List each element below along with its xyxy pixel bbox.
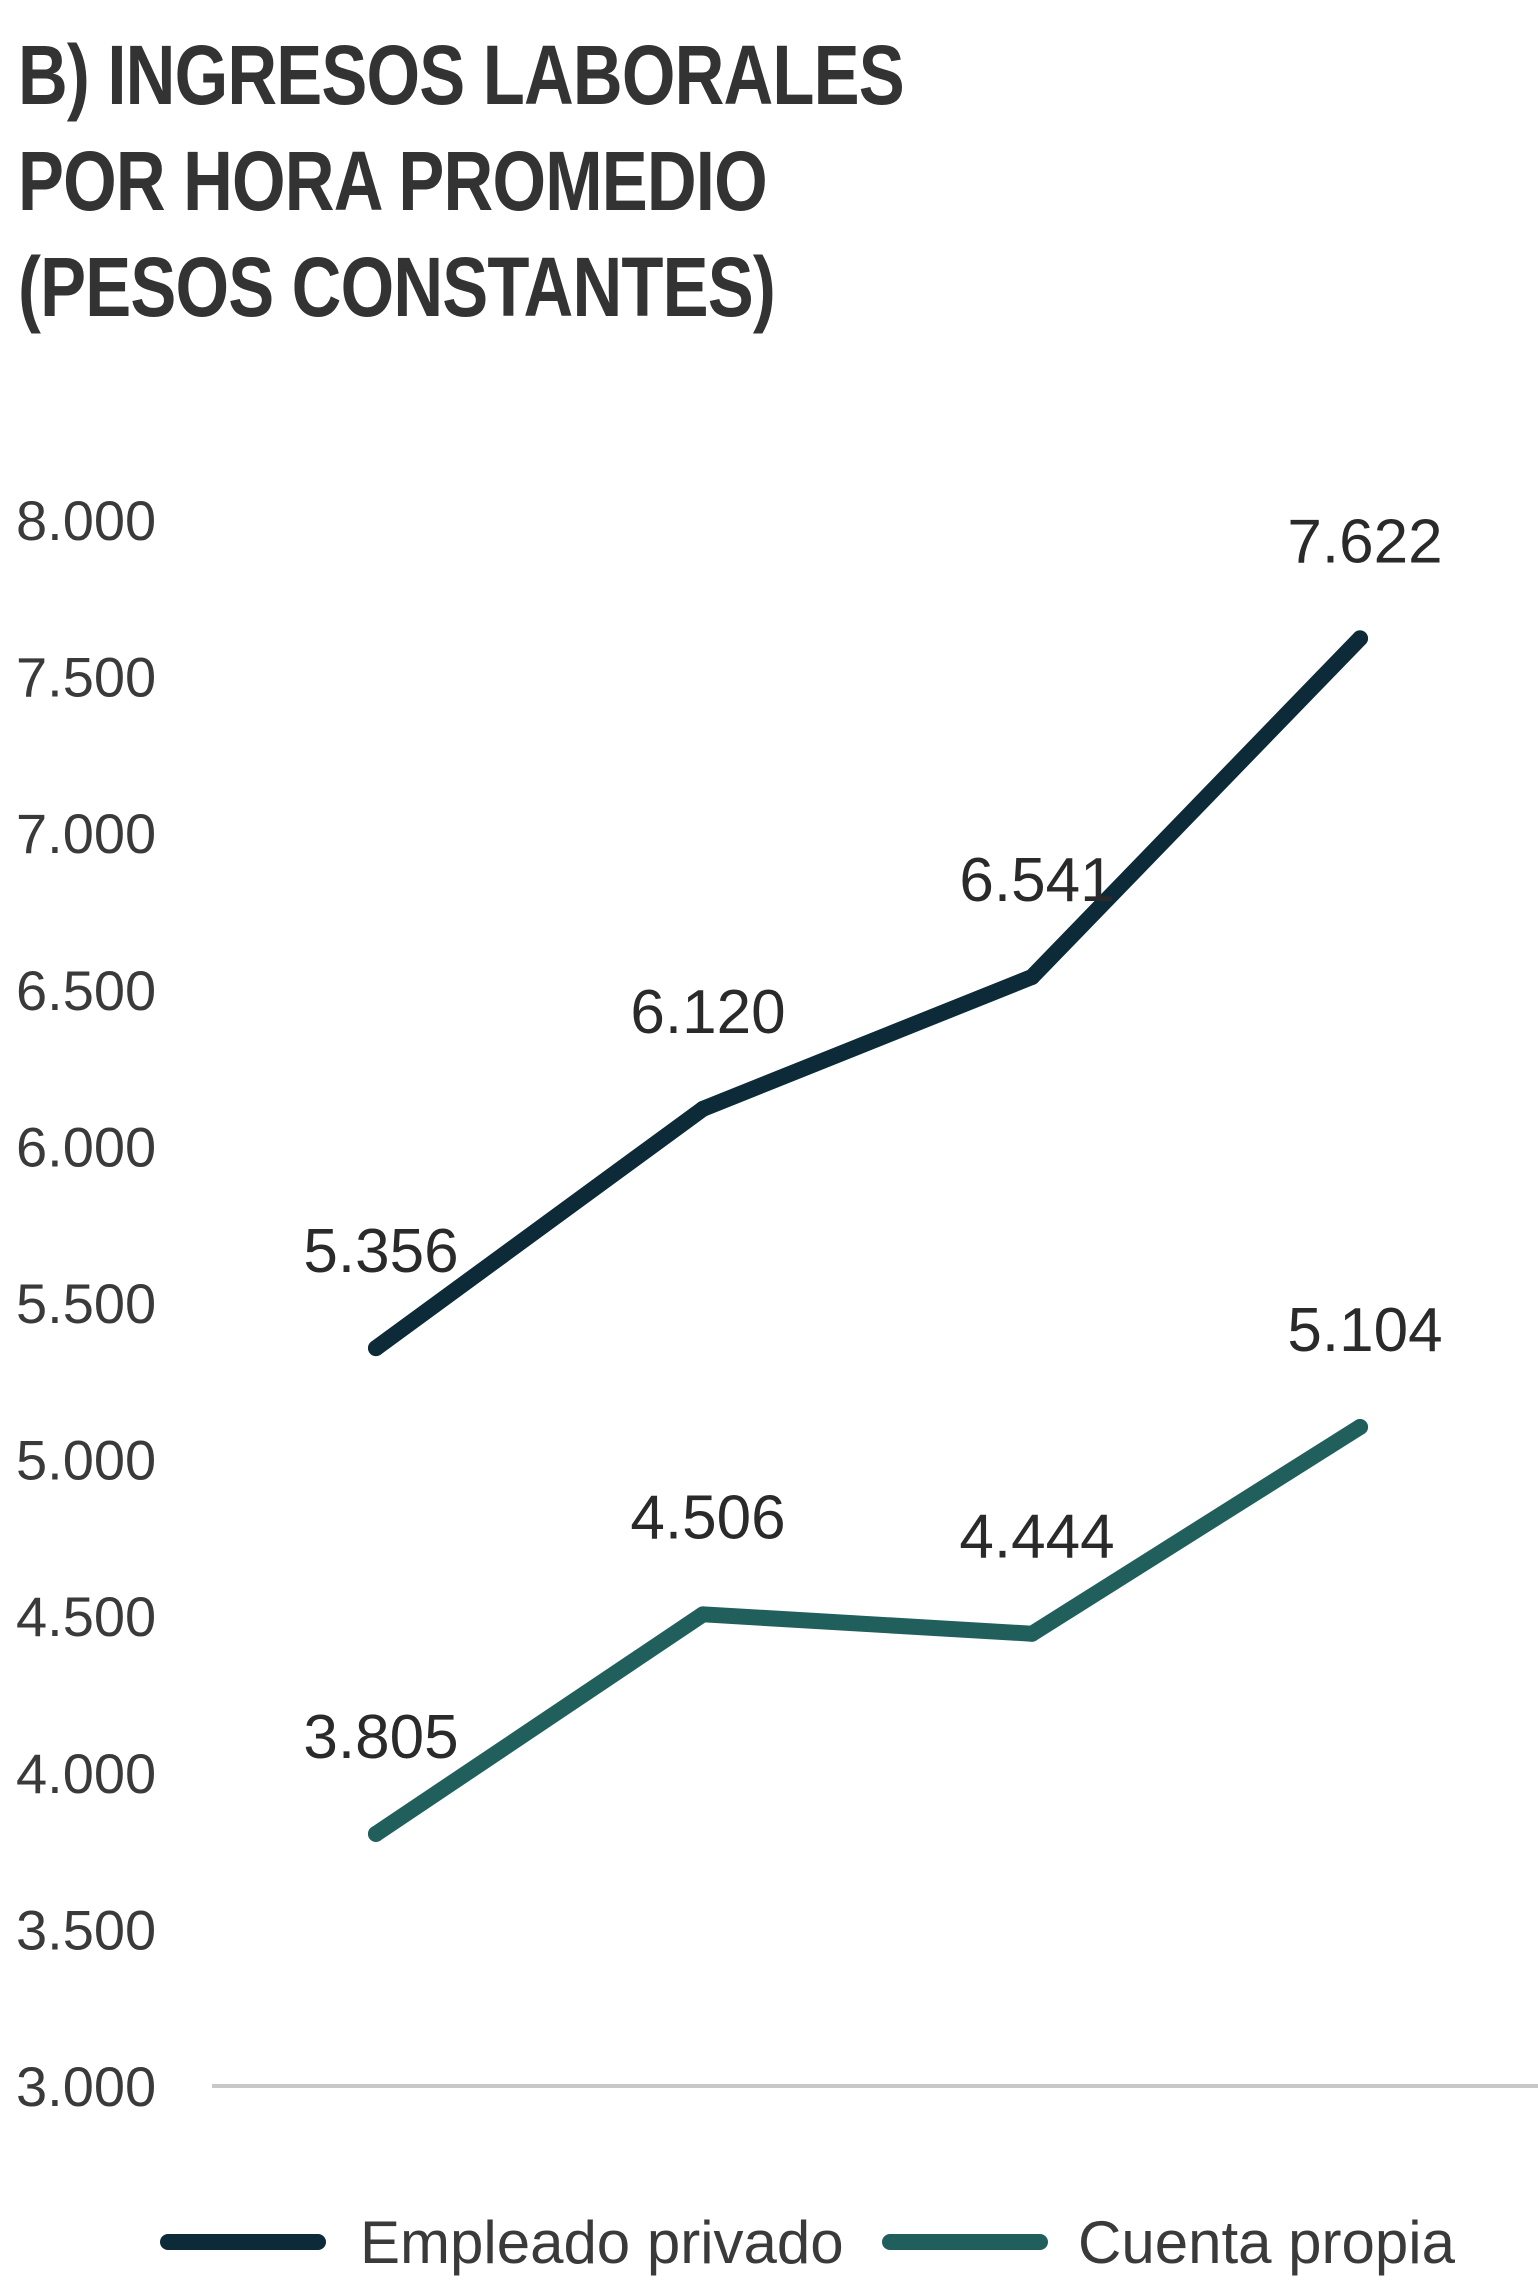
data-label: 6.541 [959,846,1114,915]
data-label: 4.444 [959,1503,1114,1572]
chart-title-line-1: B) INGRESOS LABORALES [18,28,905,122]
y-tick-label: 5.000 [16,1429,156,1492]
y-axis: 3.000 3.500 4.000 4.500 5.000 5.500 6.000 6.500… [16,489,156,2118]
y-tick-label: 4.000 [16,1742,156,1805]
data-point [1024,968,1040,985]
legend-label-2: Cuenta propia [1078,2209,1456,2276]
data-label: 6.120 [630,978,785,1047]
y-tick-label: 3.000 [16,2055,156,2118]
data-point [1352,1419,1368,1436]
y-tick-label: 5.500 [16,1272,156,1335]
series-line-2 [368,1419,1368,1842]
data-point [368,1825,384,1842]
y-tick-label: 6.500 [16,959,156,1022]
y-tick-label: 7.000 [16,802,156,865]
data-point [1352,630,1368,647]
y-tick-label: 6.000 [16,1115,156,1178]
data-label: 5.356 [303,1217,458,1286]
chart-title: B) INGRESOS LABORALES POR HORA PROMEDIO … [18,22,1166,340]
legend: Empleado privado Cuenta propia [160,2209,1456,2276]
data-labels: 5.356 6.120 6.541 7.622 3.805 4.506 4.444 5.104 [303,507,1442,1771]
series-line-1 [368,630,1368,1357]
y-tick-label: 8.000 [16,489,156,552]
legend-label-1: Empleado privado [360,2209,844,2276]
chart-title-line-3: (PESOS CONSTANTES) [18,240,776,334]
data-point [695,1100,711,1117]
chart-title-line-2: POR HORA PROMEDIO [18,134,768,228]
data-point [695,1606,711,1623]
data-label: 5.104 [1287,1296,1442,1365]
data-label: 7.622 [1287,507,1442,576]
data-label: 3.805 [303,1703,458,1772]
y-tick-label: 3.500 [16,1898,156,1961]
y-tick-label: 7.500 [16,646,156,709]
data-point [1024,1625,1040,1642]
data-point [368,1340,384,1357]
y-tick-label: 4.500 [16,1585,156,1648]
data-label: 4.506 [630,1483,785,1552]
series-lines [368,630,1368,1842]
